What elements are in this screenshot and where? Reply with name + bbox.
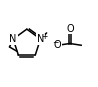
- Text: +: +: [41, 32, 48, 41]
- Text: −: −: [52, 39, 58, 48]
- Text: N: N: [37, 34, 44, 44]
- Text: O: O: [66, 24, 74, 34]
- Text: N: N: [10, 34, 17, 44]
- Text: O: O: [53, 40, 61, 50]
